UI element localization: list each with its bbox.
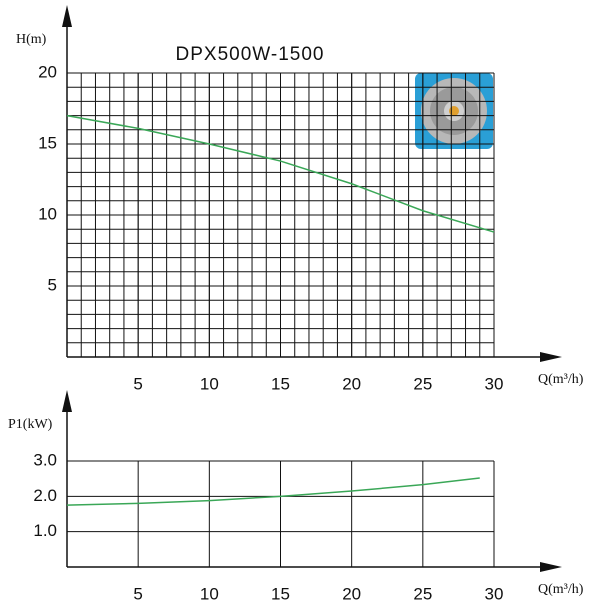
x-tick-label: 25 <box>413 584 432 603</box>
x-tick-label: 20 <box>342 374 361 393</box>
chart-title: DPX500W-1500 <box>176 44 325 65</box>
x-tick-label: 15 <box>271 374 290 393</box>
x-tick-label: 5 <box>133 374 142 393</box>
x-tick-label: 20 <box>342 584 361 603</box>
y-tick-label: 15 <box>38 133 57 152</box>
y-tick-label: 1.0 <box>33 521 57 540</box>
y-arrow <box>62 390 72 412</box>
x-tick-label: 5 <box>133 584 142 603</box>
x-tick-label: 30 <box>485 374 504 393</box>
impeller-image <box>415 73 493 149</box>
curve <box>66 114 495 233</box>
y-arrow <box>62 5 72 27</box>
x-tick-label: 10 <box>200 584 219 603</box>
y-tick-label: 10 <box>38 204 57 223</box>
y-tick-label: 3.0 <box>33 450 57 469</box>
x-axis-label: Q(m³/h) <box>538 582 584 597</box>
x-tick-label: 30 <box>485 584 504 603</box>
y-axis-label: P1(kW) <box>8 417 53 432</box>
y-tick-label: 5 <box>48 275 57 294</box>
curve <box>66 477 480 506</box>
x-tick-label: 10 <box>200 374 219 393</box>
y-axis-label: H(m) <box>16 32 47 47</box>
x-tick-label: 25 <box>413 374 432 393</box>
x-arrow <box>540 352 562 362</box>
y-tick-label: 20 <box>38 62 57 81</box>
x-arrow <box>540 562 562 572</box>
x-tick-label: 15 <box>271 584 290 603</box>
x-axis-label: Q(m³/h) <box>538 372 584 387</box>
y-tick-label: 2.0 <box>33 486 57 505</box>
